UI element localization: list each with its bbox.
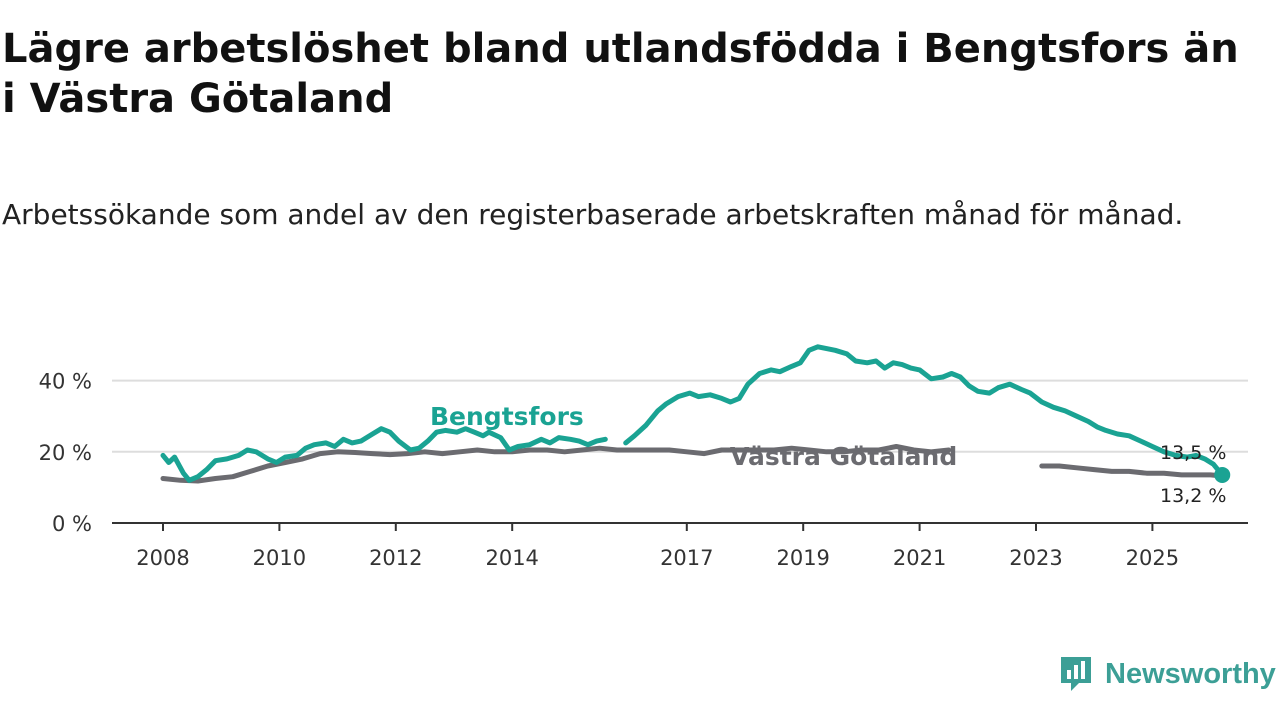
y-tick-label: 20 %	[39, 441, 92, 465]
x-tick-label: 2012	[369, 546, 422, 570]
brand-name: Newsworthy	[1105, 657, 1276, 690]
y-tick-label: 40 %	[39, 370, 92, 394]
x-tick-label: 2023	[1009, 546, 1062, 570]
chart-labels: Bengtsfors Västra Götaland 13,5 % 13,2 %	[430, 402, 1226, 507]
x-tick-label: 2014	[485, 546, 538, 570]
chart-subtitle: Arbetssökande som andel av den registerb…	[2, 198, 1184, 231]
series-lines	[160, 344, 1231, 484]
x-tick-label: 2010	[253, 546, 306, 570]
axes: 0 % 20 % 40 % 2008 2010 2012 2014 2017 2019 2021 2…	[39, 370, 1248, 570]
newsworthy-logo-icon	[1061, 657, 1091, 691]
x-tick-label: 2021	[893, 546, 946, 570]
series-line-vastra-gotaland	[160, 444, 1225, 484]
series-label-bengtsfors: Bengtsfors	[430, 402, 584, 431]
x-tick-label: 2019	[776, 546, 829, 570]
x-tick-label: 2017	[660, 546, 713, 570]
series-line-bengtsfors	[160, 344, 1225, 483]
chart-title: Lägre arbetslöshet bland utlandsfödda i …	[2, 26, 1239, 122]
x-tick-label: 2025	[1126, 546, 1179, 570]
endpoint-marker-bengtsfors	[1214, 466, 1231, 483]
end-label-vastra-gotaland: 13,2 %	[1160, 485, 1226, 507]
x-tick-label: 2008	[136, 546, 189, 570]
y-tick-label: 0 %	[52, 512, 92, 536]
series-label-vastra-gotaland: Västra Götaland	[730, 442, 957, 471]
end-label-bengtsfors: 13,5 %	[1160, 442, 1226, 464]
brand-logo: Newsworthy	[1059, 654, 1276, 694]
